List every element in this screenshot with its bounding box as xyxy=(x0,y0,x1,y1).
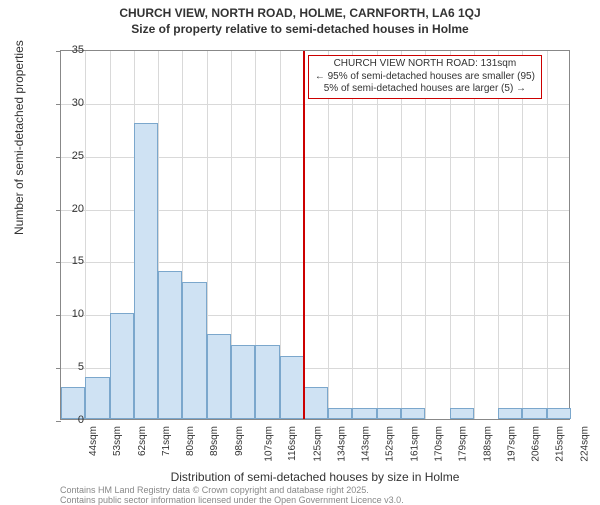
histogram-bar xyxy=(158,271,182,419)
xtick-label: 224sqm xyxy=(579,426,590,462)
histogram-bar xyxy=(255,345,279,419)
xtick-label: 197sqm xyxy=(506,426,517,462)
histogram-bar xyxy=(328,408,352,419)
histogram-bar xyxy=(85,377,109,419)
ytick-label: 25 xyxy=(54,150,84,162)
histogram-bar xyxy=(450,408,474,419)
xtick-label: 44sqm xyxy=(88,426,99,456)
gridline-v xyxy=(498,51,499,419)
x-axis-label: Distribution of semi-detached houses by … xyxy=(60,470,570,484)
plot-area: CHURCH VIEW NORTH ROAD: 131sqm← 95% of s… xyxy=(60,50,570,420)
xtick-label: 143sqm xyxy=(361,426,372,462)
histogram-bar xyxy=(182,282,206,419)
histogram-bar xyxy=(134,123,158,419)
xtick-label: 116sqm xyxy=(287,426,298,461)
gridline-v xyxy=(474,51,475,419)
xtick-label: 125sqm xyxy=(312,426,323,462)
reference-line xyxy=(303,51,305,419)
ytick-label: 20 xyxy=(54,203,84,215)
annotation-line: 5% of semi-detached houses are larger (5… xyxy=(315,83,535,96)
histogram-bar xyxy=(522,408,546,419)
ytick-label: 0 xyxy=(54,414,84,426)
ytick-label: 5 xyxy=(54,361,84,373)
xtick-label: 170sqm xyxy=(434,426,445,462)
annotation-box: CHURCH VIEW NORTH ROAD: 131sqm← 95% of s… xyxy=(308,55,542,99)
histogram-bar xyxy=(547,408,571,419)
gridline-v xyxy=(425,51,426,419)
gridline-v xyxy=(377,51,378,419)
xtick-label: 62sqm xyxy=(137,426,148,456)
xtick-label: 206sqm xyxy=(531,426,542,462)
gridline-v xyxy=(401,51,402,419)
histogram-bar xyxy=(401,408,425,419)
xtick-label: 71sqm xyxy=(161,426,172,456)
histogram-bar xyxy=(377,408,401,419)
annotation-line: ← 95% of semi-detached houses are smalle… xyxy=(315,71,535,84)
gridline-v xyxy=(547,51,548,419)
gridline-v xyxy=(450,51,451,419)
gridline-v xyxy=(352,51,353,419)
y-axis-label: Number of semi-detached properties xyxy=(12,40,26,235)
histogram-bar xyxy=(304,387,328,419)
histogram-bar xyxy=(352,408,376,419)
chart-container: CHURCH VIEW, NORTH ROAD, HOLME, CARNFORT… xyxy=(0,0,600,500)
footer-line: Contains public sector information licen… xyxy=(60,495,404,505)
ytick-label: 15 xyxy=(54,255,84,267)
histogram-bar xyxy=(110,313,134,419)
xtick-label: 215sqm xyxy=(555,426,566,462)
xtick-label: 134sqm xyxy=(336,426,347,462)
ytick-label: 30 xyxy=(54,97,84,109)
gridline-h xyxy=(61,104,569,105)
histogram-bar xyxy=(498,408,522,419)
chart-area: CHURCH VIEW NORTH ROAD: 131sqm← 95% of s… xyxy=(60,50,570,420)
histogram-bar xyxy=(280,356,304,419)
ytick-label: 10 xyxy=(54,308,84,320)
xtick-label: 98sqm xyxy=(234,426,245,456)
gridline-v xyxy=(328,51,329,419)
gridline-v xyxy=(522,51,523,419)
footer-line: Contains HM Land Registry data © Crown c… xyxy=(60,485,369,495)
xtick-label: 179sqm xyxy=(458,426,469,462)
xtick-label: 89sqm xyxy=(209,426,220,456)
histogram-bar xyxy=(231,345,255,419)
xtick-label: 188sqm xyxy=(482,426,493,462)
xtick-label: 107sqm xyxy=(264,426,275,462)
title-block: CHURCH VIEW, NORTH ROAD, HOLME, CARNFORT… xyxy=(0,0,600,37)
xtick-label: 152sqm xyxy=(385,426,396,462)
histogram-bar xyxy=(207,334,231,419)
title-line-2: Size of property relative to semi-detach… xyxy=(0,22,600,38)
xtick-label: 80sqm xyxy=(185,426,196,456)
annotation-line: CHURCH VIEW NORTH ROAD: 131sqm xyxy=(315,58,535,71)
xtick-label: 161sqm xyxy=(409,426,420,462)
gridline-v xyxy=(85,51,86,419)
title-line-1: CHURCH VIEW, NORTH ROAD, HOLME, CARNFORT… xyxy=(0,6,600,22)
xtick-label: 53sqm xyxy=(112,426,123,456)
ytick-label: 35 xyxy=(54,44,84,56)
